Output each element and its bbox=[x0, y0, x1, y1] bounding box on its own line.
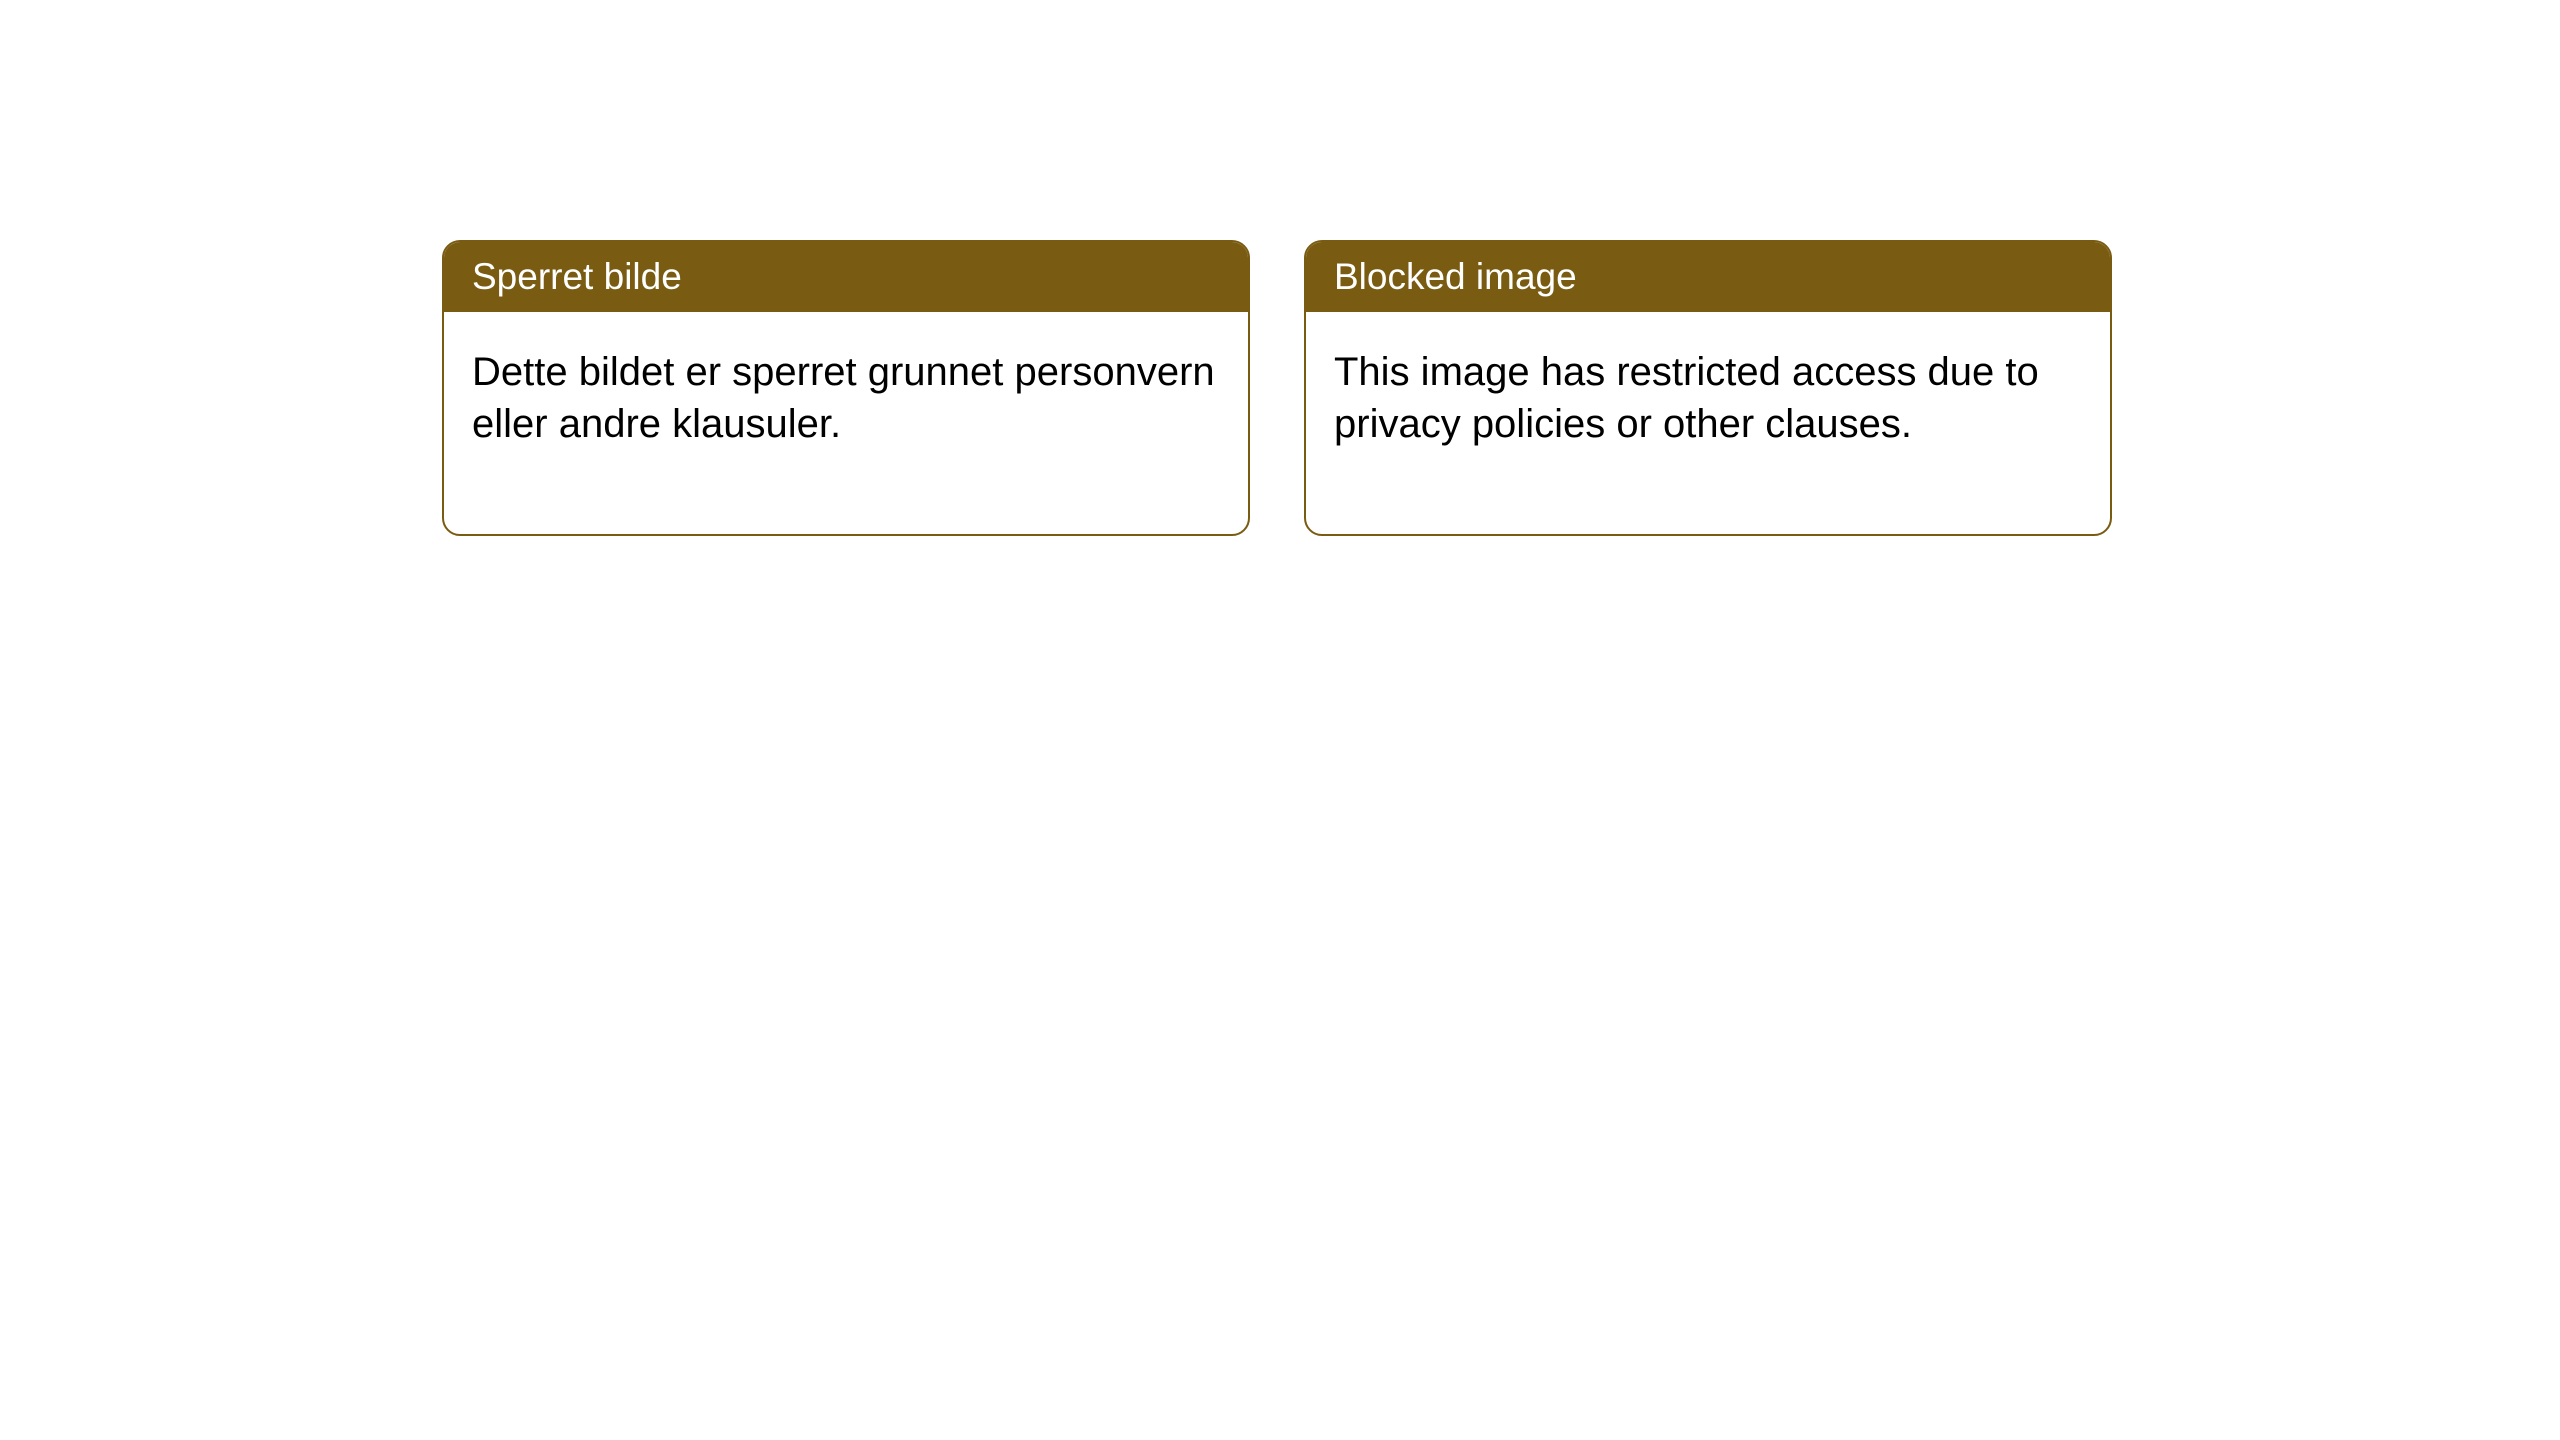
notice-body-text: Dette bildet er sperret grunnet personve… bbox=[472, 350, 1215, 446]
notice-header: Blocked image bbox=[1306, 242, 2110, 312]
notice-cards-container: Sperret bilde Dette bildet er sperret gr… bbox=[442, 240, 2112, 536]
notice-card-norwegian: Sperret bilde Dette bildet er sperret gr… bbox=[442, 240, 1250, 536]
notice-body: Dette bildet er sperret grunnet personve… bbox=[444, 312, 1248, 534]
notice-body-text: This image has restricted access due to … bbox=[1334, 350, 2039, 446]
notice-card-english: Blocked image This image has restricted … bbox=[1304, 240, 2112, 536]
notice-body: This image has restricted access due to … bbox=[1306, 312, 2110, 534]
notice-title: Sperret bilde bbox=[472, 256, 682, 297]
notice-header: Sperret bilde bbox=[444, 242, 1248, 312]
notice-title: Blocked image bbox=[1334, 256, 1577, 297]
